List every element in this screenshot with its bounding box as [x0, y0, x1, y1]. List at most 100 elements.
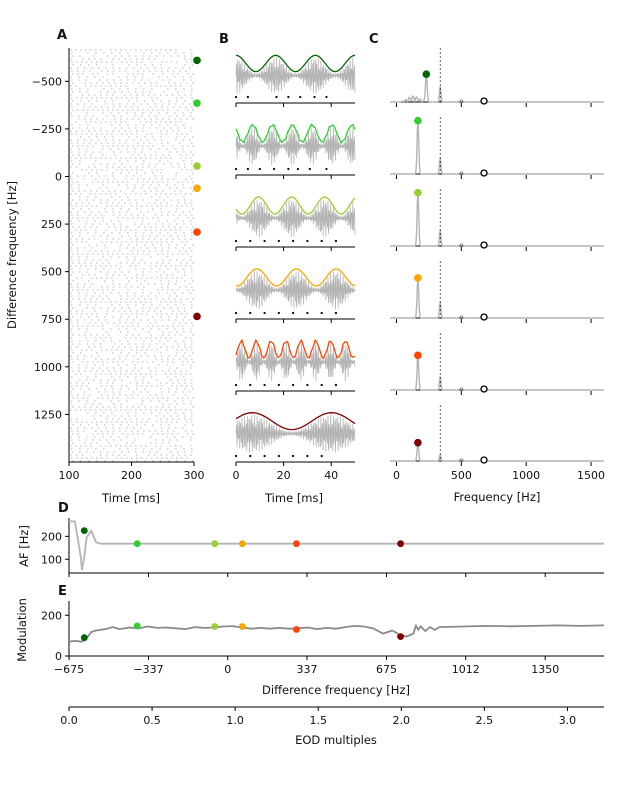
d-ytick-label: 200 — [41, 530, 62, 543]
b-spike-tick — [263, 383, 266, 387]
e-modulation-marker — [293, 626, 300, 633]
b-xtick-label: 20 — [277, 469, 291, 482]
c-peak-marker — [414, 116, 422, 125]
b-xtick-label: 40 — [324, 469, 338, 482]
a-ytick-label: 250 — [41, 218, 62, 231]
b-spike-tick — [249, 454, 252, 458]
b-spike-tick — [249, 239, 252, 243]
a-ytick-label: 1000 — [34, 361, 62, 374]
c-xtick-label: 1500 — [577, 469, 605, 482]
e-modulation-marker — [238, 623, 246, 630]
c-peak-marker — [414, 351, 422, 360]
b-spike-tick — [277, 311, 280, 315]
b-spike-tick — [234, 167, 238, 171]
panel-c-label: C — [369, 32, 379, 47]
c-eod-marker — [480, 169, 488, 177]
b-spike-tick — [234, 383, 238, 387]
c-eod-marker — [480, 313, 488, 321]
b-spike-tick — [272, 167, 276, 171]
b-spike-tick — [334, 383, 338, 387]
b-spike-tick — [308, 167, 311, 171]
eod-multiples-tick-label: 3.0 — [559, 714, 577, 727]
b-spike-tick — [292, 454, 295, 458]
e-xtick-label: 675 — [376, 663, 397, 676]
b-signal-trace — [235, 271, 356, 310]
b-spike-tick — [246, 95, 249, 99]
eod-multiples-tick-label: 1.0 — [226, 714, 244, 727]
b-spike-tick — [292, 383, 295, 387]
a-xtick-label: 200 — [121, 469, 142, 482]
d-af-marker — [80, 527, 88, 535]
b-spike-tick — [234, 239, 238, 243]
d-af-marker — [211, 540, 219, 548]
b-spike-tick — [234, 95, 238, 99]
a-xlabel: Time [ms] — [101, 491, 160, 505]
c-peak-marker — [414, 438, 422, 447]
b-spike-tick — [287, 167, 290, 171]
e-xlabel: Difference frequency [Hz] — [262, 683, 410, 697]
panel-d-label: D — [58, 501, 69, 516]
b-spike-tick — [299, 95, 302, 99]
b-xlabel: Time [ms] — [264, 491, 323, 505]
e-xtick-label: −337 — [133, 663, 163, 676]
panel-b-label: B — [219, 32, 229, 47]
b-spike-tick — [320, 239, 323, 243]
d-af-marker — [238, 540, 246, 548]
c-spectrum-trace — [390, 442, 604, 462]
c-peak-marker — [422, 70, 431, 78]
eod-multiples-tick-label: 2.0 — [393, 714, 411, 727]
c-xtick-label: 500 — [451, 469, 472, 482]
b-spike-tick — [292, 239, 295, 243]
e-xtick-label: 1350 — [531, 663, 559, 676]
a-ytick-label: −250 — [32, 123, 62, 136]
b-spike-tick — [263, 454, 266, 458]
a-df-marker — [193, 184, 201, 193]
a-ytick-label: −500 — [32, 75, 62, 88]
b-spike-tick — [306, 239, 309, 243]
b-envelope-line — [235, 54, 356, 73]
eod-multiples-tick-label: 0.5 — [143, 714, 161, 727]
e-ylabel: Modulation — [15, 598, 29, 662]
b-spike-tick — [277, 239, 280, 243]
b-spike-tick — [320, 383, 323, 387]
d-af-line — [69, 520, 604, 571]
b-spike-tick — [277, 383, 280, 387]
c-peak-marker — [414, 274, 422, 282]
c-spectrum-trace — [390, 355, 604, 391]
b-signal-trace — [235, 126, 356, 166]
e-modulation-marker — [211, 623, 219, 630]
a-spike-raster — [70, 49, 194, 462]
b-spike-tick — [277, 454, 280, 458]
b-spike-tick — [313, 95, 316, 99]
b-signal-trace — [235, 342, 356, 382]
e-modulation-marker — [133, 622, 141, 630]
c-spectrum-trace — [390, 193, 604, 247]
e-modulation-line — [68, 624, 605, 643]
e-ytick-label: 0 — [55, 650, 62, 663]
b-spike-tick — [249, 311, 252, 315]
a-ytick-label: 0 — [55, 170, 62, 183]
c-eod-marker — [480, 241, 488, 249]
b-spike-tick — [325, 95, 328, 99]
b-spike-tick — [234, 454, 238, 458]
b-spike-tick — [249, 383, 252, 387]
e-xtick-label: −675 — [54, 663, 84, 676]
c-eod-marker — [480, 456, 488, 464]
e-modulation-marker — [80, 634, 88, 642]
eod-multiples-tick-label: 1.5 — [309, 714, 327, 727]
c-eod-marker — [480, 97, 488, 105]
b-signal-trace — [235, 414, 356, 453]
a-df-marker — [193, 162, 201, 170]
a-df-marker — [193, 99, 201, 107]
d-ylabel: AF [Hz] — [17, 525, 31, 567]
panel-e-label: E — [58, 584, 67, 599]
b-spike-tick — [263, 239, 266, 243]
panel-a-label: A — [57, 28, 67, 43]
c-spectrum-trace — [390, 74, 604, 103]
b-spike-tick — [234, 311, 238, 315]
b-spike-tick — [287, 95, 290, 99]
a-df-marker — [193, 56, 201, 65]
e-xtick-label: 337 — [296, 663, 317, 676]
